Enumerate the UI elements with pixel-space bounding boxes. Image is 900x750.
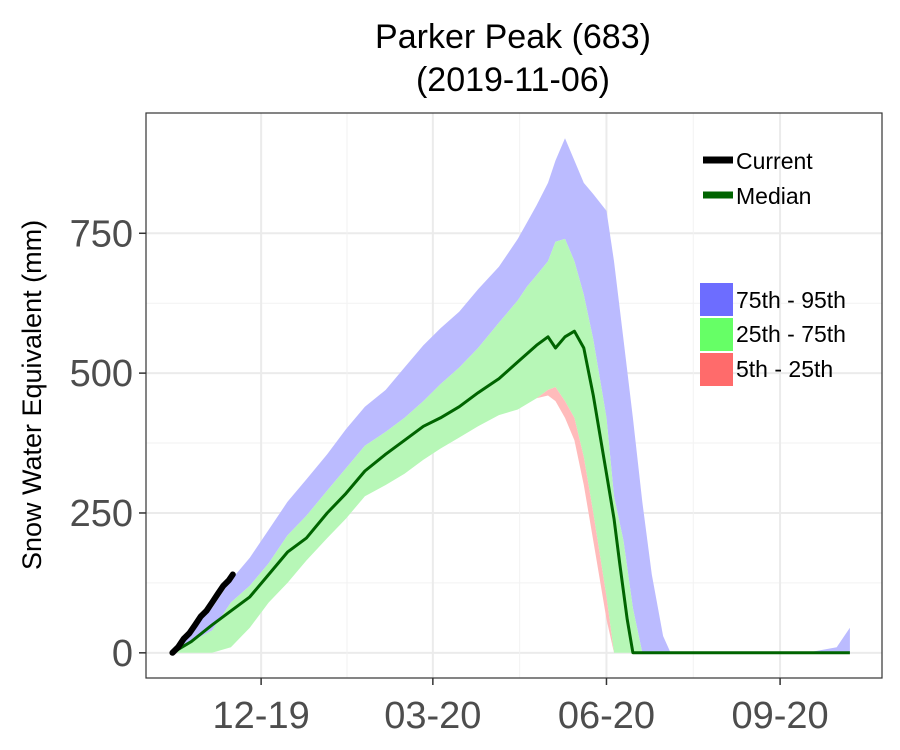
legend-median-label: Median: [736, 183, 811, 209]
x-tick-label: 03-20: [384, 695, 481, 737]
x-tick-label: 09-20: [731, 695, 828, 737]
y-tick-label: 500: [70, 353, 133, 395]
current-line: [169, 571, 236, 656]
legend-p75-swatch: [700, 318, 733, 351]
chart-subtitle: (2019-11-06): [416, 61, 610, 99]
x-axis: 12-19 03-20 06-20 09-20: [213, 678, 829, 737]
legend-p25-swatch: [700, 353, 733, 386]
median-line: [171, 329, 850, 655]
legend-lines: Current Median: [703, 148, 813, 209]
chart-title: Parker Peak (683): [375, 18, 651, 56]
x-tick-label: 06-20: [558, 695, 655, 737]
legend-bands: 75th - 95th 25th - 75th 5th - 25th: [700, 283, 846, 386]
y-tick-label: 0: [112, 633, 133, 675]
legend-p25-label: 5th - 25th: [736, 356, 833, 382]
legend-p95-swatch: [700, 283, 733, 316]
legend-p95-label: 75th - 95th: [736, 287, 846, 313]
y-axis-label: Snow Water Equivalent (mm): [17, 220, 47, 570]
y-tick-label: 250: [70, 493, 133, 535]
y-axis: 0 250 500 750: [70, 213, 146, 675]
legend-current-label: Current: [736, 148, 813, 174]
percentile-bands: [172, 138, 850, 653]
band-25-75: [172, 238, 850, 653]
legend-p75-label: 25th - 75th: [736, 321, 846, 347]
x-tick-label: 12-19: [213, 695, 310, 737]
plot-border: [145, 112, 883, 679]
series-lines: [169, 329, 850, 656]
y-tick-label: 750: [70, 213, 133, 255]
